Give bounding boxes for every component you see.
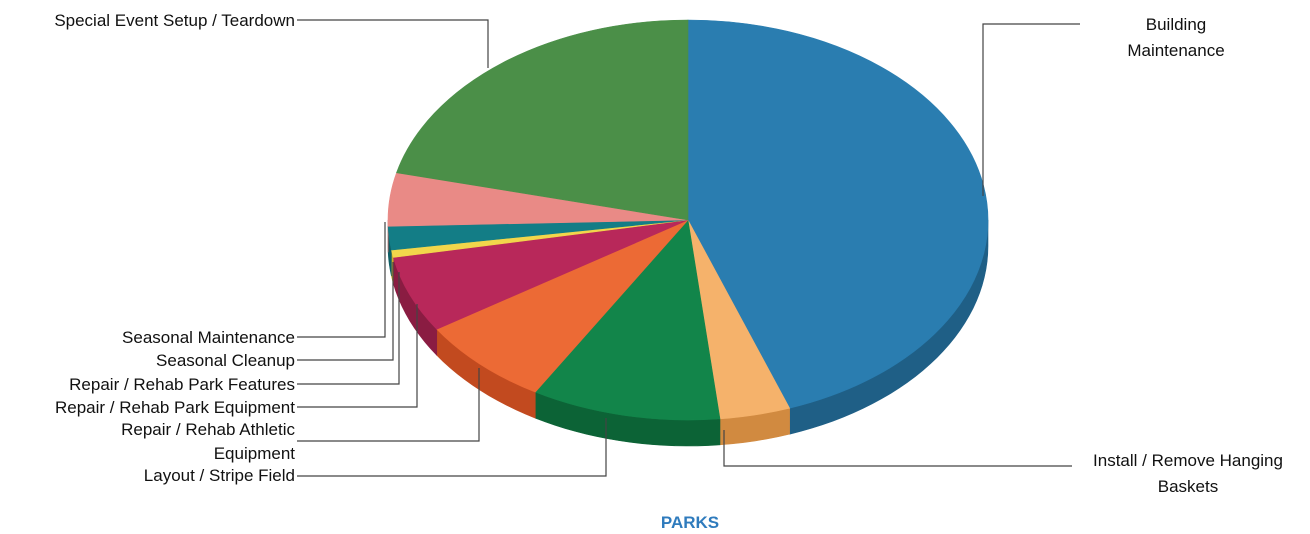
label-special-event-setup-teardown: Special Event Setup / Teardown xyxy=(54,11,295,30)
leader-line-seasonal-maintenance xyxy=(297,222,386,338)
pie-3d-sides xyxy=(387,219,989,447)
leader-line-repair-rehab-park-equipment xyxy=(297,304,418,408)
leader-line-layout-stripe-field xyxy=(297,418,607,477)
label-layout-stripe-field: Layout / Stripe Field xyxy=(144,466,295,485)
leader-line-repair-rehab-athletic-equipment xyxy=(297,368,480,442)
label-seasonal-maintenance: Seasonal Maintenance xyxy=(122,328,295,347)
chart-title: PARKS xyxy=(661,513,719,532)
slice-repair-rehab-athletic-equipment xyxy=(436,219,689,393)
slice-labels: Building Maintenance Install / Remove Hang… xyxy=(54,11,1283,496)
leader-line-building-maintenance xyxy=(982,23,1080,196)
slice-repair-rehab-park-equipment xyxy=(392,219,689,330)
label-repair-rehab-park-equipment: Repair / Rehab Park Equipment xyxy=(55,398,295,417)
leader-line-install-remove-hanging-baskets xyxy=(723,430,1072,467)
label-repair-rehab-athletic-equipment: Repair / Rehab Athletic Equipment xyxy=(121,420,295,463)
leader-line-seasonal-cleanup xyxy=(297,262,394,361)
leader-line-special-event-setup-teardown xyxy=(297,19,489,68)
label-install-remove-hanging-baskets: Install / Remove Hanging Baskets xyxy=(1093,451,1283,496)
leader-lines xyxy=(297,19,1080,477)
slice-special-event-setup-teardown xyxy=(396,19,689,221)
slice-layout-stripe-field xyxy=(534,219,721,421)
label-building-maintenance: Building Maintenance xyxy=(1127,15,1224,60)
label-seasonal-cleanup: Seasonal Cleanup xyxy=(156,351,295,370)
label-repair-rehab-park-features: Repair / Rehab Park Features xyxy=(69,375,295,394)
pie-slices xyxy=(387,19,989,421)
leader-line-repair-rehab-park-features xyxy=(297,272,400,385)
